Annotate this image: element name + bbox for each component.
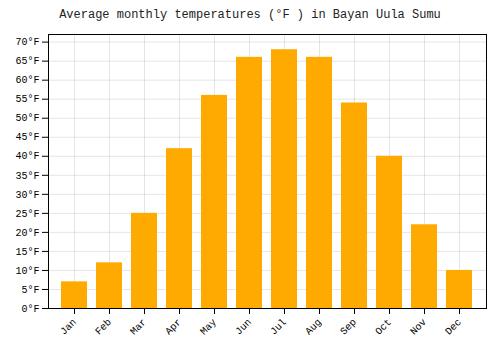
svg-text:20°F: 20°F [15, 228, 39, 239]
svg-text:Dec: Dec [443, 317, 464, 338]
svg-text:70°F: 70°F [15, 37, 39, 48]
svg-text:45°F: 45°F [15, 132, 39, 143]
svg-text:May: May [198, 317, 219, 338]
svg-text:5°F: 5°F [21, 285, 39, 296]
svg-text:25°F: 25°F [15, 209, 39, 220]
svg-text:Nov: Nov [408, 317, 429, 338]
svg-text:50°F: 50°F [15, 113, 39, 124]
svg-text:0°F: 0°F [21, 304, 39, 315]
svg-text:65°F: 65°F [15, 56, 39, 67]
svg-text:Aug: Aug [303, 317, 324, 338]
svg-text:Oct: Oct [373, 317, 394, 338]
svg-text:60°F: 60°F [15, 75, 39, 86]
svg-text:40°F: 40°F [15, 151, 39, 162]
svg-text:Apr: Apr [163, 317, 184, 338]
svg-text:55°F: 55°F [15, 94, 39, 105]
svg-text:35°F: 35°F [15, 171, 39, 182]
svg-text:Mar: Mar [128, 317, 149, 338]
svg-text:Jul: Jul [268, 317, 289, 338]
svg-text:10°F: 10°F [15, 266, 39, 277]
svg-text:15°F: 15°F [15, 247, 39, 258]
html-text:Average monthly temperatures (: Average monthly temperatures (°F ) in Ba… [59, 8, 441, 22]
svg-text:Jan: Jan [58, 317, 79, 338]
svg-text:Jun: Jun [233, 317, 254, 338]
svg-text:Feb: Feb [93, 317, 114, 338]
svg-text:30°F: 30°F [15, 190, 39, 201]
svg-text:Sep: Sep [338, 317, 359, 338]
